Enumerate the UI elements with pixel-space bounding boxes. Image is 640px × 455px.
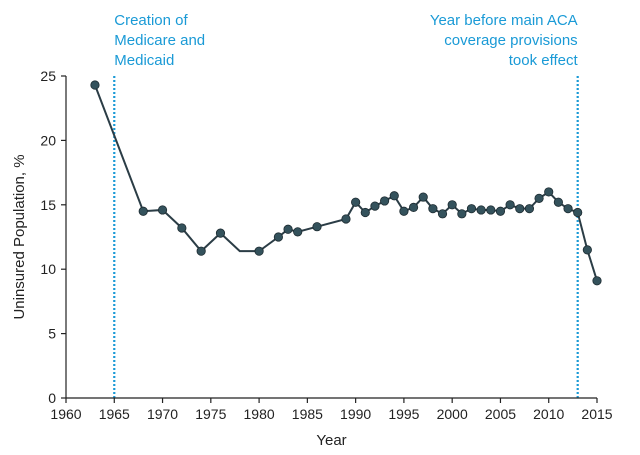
x-axis-title: Year [316, 432, 346, 449]
data-point-1963 [90, 80, 100, 90]
data-point-2005 [495, 206, 506, 216]
data-point-1970 [157, 205, 168, 215]
x-tick-label-2005: 2005 [485, 406, 516, 422]
data-point-1998 [428, 204, 438, 214]
data-point-1983 [283, 224, 293, 234]
x-tick-label-1990: 1990 [340, 406, 371, 422]
annotation-text-1965-1: Medicare and [114, 32, 205, 49]
x-tick-label-1960: 1960 [50, 406, 81, 422]
data-point-1972 [177, 223, 187, 233]
data-point-2011 [553, 197, 563, 207]
data-point-2010 [544, 187, 554, 197]
y-tick-label-20: 20 [40, 132, 56, 148]
data-point-2013 [573, 207, 583, 218]
data-point-1989 [341, 214, 351, 224]
data-point-1996 [408, 202, 419, 212]
axes: 0 5 10 15 20 25 1960 1965 1970 1975 1980 1985 1990 19… [40, 68, 612, 422]
annotation-text-2013-1: coverage provisions [444, 32, 577, 49]
x-tick-label-1975: 1975 [195, 406, 226, 422]
series-line-0 [94, 84, 598, 282]
x-tick-label-1995: 1995 [388, 406, 419, 422]
data-point-1990 [351, 197, 361, 207]
series-layer [90, 80, 602, 286]
x-tick-label-1970: 1970 [147, 406, 178, 422]
data-point-1997 [418, 192, 428, 202]
data-point-2014 [582, 245, 592, 255]
x-tick-label-2015: 2015 [581, 406, 612, 422]
annotation-layer: Creation of Medicare and Medicaid Year befo… [113, 12, 579, 398]
data-point-1993 [379, 196, 390, 206]
data-point-2004 [486, 205, 496, 215]
data-point-1986 [312, 222, 322, 232]
y-tick-label-10: 10 [40, 261, 56, 277]
data-point-2009 [534, 193, 544, 203]
x-tick-label-1985: 1985 [292, 406, 323, 422]
data-point-2007 [515, 204, 525, 214]
annotation-text-1965-0: Creation of [114, 12, 188, 29]
x-tick-label-2000: 2000 [437, 406, 468, 422]
annotation-text-1965-2: Medicaid [114, 52, 174, 69]
data-point-1992 [370, 201, 380, 211]
y-tick-label-5: 5 [48, 326, 56, 342]
data-point-1991 [360, 207, 370, 218]
data-point-1974 [196, 246, 206, 256]
data-point-2001 [457, 209, 467, 219]
annotation-text-2013-2: took effect [509, 52, 579, 69]
y-tick-label-15: 15 [40, 197, 56, 213]
data-point-2002 [466, 204, 477, 214]
data-point-1999 [437, 209, 448, 219]
y-tick-label-0: 0 [48, 390, 56, 406]
data-point-2008 [524, 204, 535, 214]
data-point-1982 [273, 232, 283, 242]
data-point-1995 [399, 206, 409, 216]
data-point-1980 [254, 246, 264, 256]
x-tick-label-1965: 1965 [99, 406, 130, 422]
y-axis-title: Uninsured Population, % [11, 154, 28, 319]
data-point-1984 [293, 227, 303, 237]
data-point-2015 [592, 276, 602, 286]
data-point-2012 [563, 204, 573, 214]
data-point-2000 [447, 200, 457, 210]
data-point-1968 [138, 206, 148, 216]
annotation-text-2013-0: Year before main ACA [430, 12, 578, 29]
x-tick-label-2010: 2010 [533, 406, 564, 422]
y-tick-label-25: 25 [40, 68, 56, 84]
x-tick-label-1980: 1980 [244, 406, 275, 422]
data-point-1976 [215, 228, 226, 238]
data-point-1994 [389, 191, 399, 201]
data-point-2003 [476, 205, 486, 215]
data-point-2006 [505, 200, 515, 210]
